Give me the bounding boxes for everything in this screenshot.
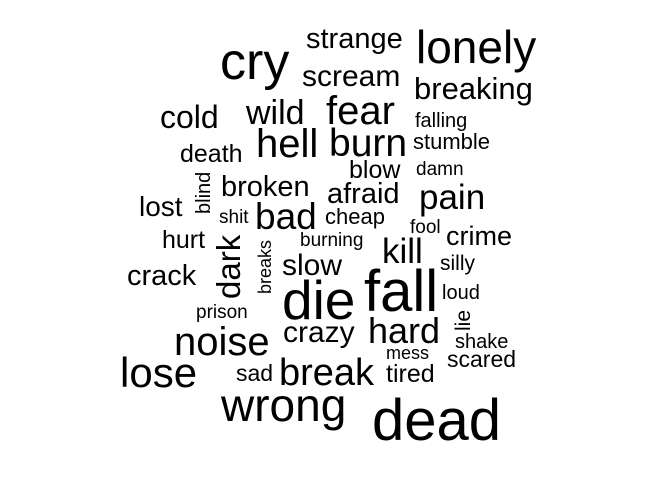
word-burning: burning: [300, 230, 364, 251]
word-hard: hard: [368, 310, 441, 351]
word-silly: silly: [440, 252, 475, 275]
word-tired: tired: [386, 360, 435, 388]
word-prison: prison: [196, 302, 248, 323]
word-sad: sad: [236, 360, 274, 386]
word-kill: kill: [382, 232, 423, 271]
word-death: death: [180, 140, 243, 168]
word-dead: dead: [372, 388, 502, 453]
word-breaks: breaks: [255, 239, 275, 294]
word-shake: shake: [455, 331, 509, 353]
word-shit: shit: [219, 207, 249, 228]
word-dark: dark: [210, 234, 247, 299]
word-lost: lost: [139, 191, 183, 222]
word-bad: bad: [255, 196, 317, 237]
word-blow: blow: [349, 156, 401, 184]
word-pain: pain: [419, 178, 486, 217]
word-hurt: hurt: [162, 226, 206, 254]
word-stumble: stumble: [413, 129, 491, 154]
word-cry: cry: [220, 33, 290, 91]
word-wild: wild: [246, 94, 305, 132]
word-falling: falling: [415, 110, 468, 132]
word-crazy: crazy: [283, 316, 355, 349]
word-burn: burn: [329, 122, 408, 165]
word-breaking: breaking: [414, 71, 533, 106]
word-slow: slow: [282, 249, 343, 282]
word-hell: hell: [256, 122, 319, 166]
word-wrong: wrong: [221, 379, 347, 431]
word-blind: blind: [193, 171, 215, 214]
word-scream: scream: [302, 60, 401, 93]
word-die: die: [282, 269, 356, 331]
word-noise: noise: [174, 320, 270, 364]
word-lie: lie: [452, 309, 475, 331]
word-lose: lose: [120, 349, 198, 396]
word-fall: fall: [364, 259, 439, 324]
word-cold: cold: [160, 99, 219, 135]
word-fear: fear: [326, 89, 395, 133]
word-scared: scared: [447, 346, 517, 372]
word-crime: crime: [446, 221, 512, 251]
word-break: break: [279, 352, 375, 394]
word-afraid: afraid: [327, 178, 400, 210]
word-broken: broken: [221, 171, 310, 203]
word-cheap: cheap: [325, 204, 385, 229]
word-crack: crack: [127, 260, 197, 292]
word-damn: damn: [416, 159, 464, 180]
word-lonely: lonely: [416, 21, 537, 73]
word-strange: strange: [306, 23, 403, 55]
word-fool: fool: [410, 217, 441, 238]
word-loud: loud: [442, 282, 480, 304]
word-mess: mess: [386, 343, 430, 363]
